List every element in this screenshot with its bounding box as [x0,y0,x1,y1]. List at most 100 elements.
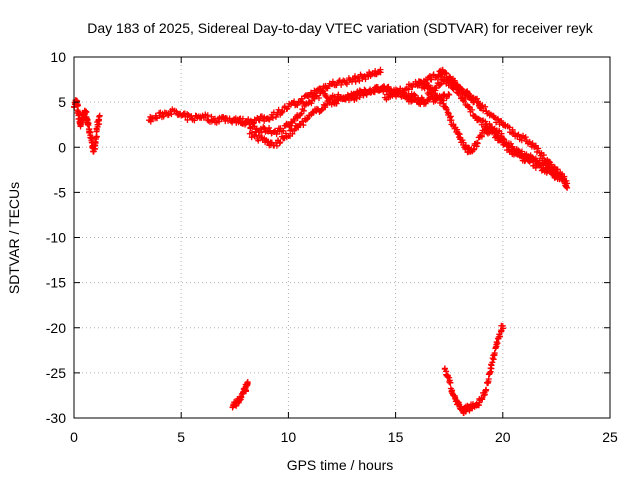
data-point [93,126,100,133]
data-point [352,78,359,85]
data-point [437,81,444,88]
data-point [548,166,555,173]
data-point [191,117,198,124]
y-tick-label: -15 [46,275,66,291]
data-point [250,120,257,127]
data-point [246,119,253,126]
data-point [356,77,363,84]
grid [74,57,610,418]
x-tick-label: 25 [602,429,618,445]
data-point [535,145,542,152]
data-point [419,96,426,103]
data-point [291,117,298,124]
x-tick-label: 15 [388,429,404,445]
data-point [487,368,494,375]
series-track-8 [229,379,251,411]
data-point [273,131,280,138]
data-point [446,91,453,98]
data-point [445,82,452,89]
data-point [472,113,479,120]
data-point [277,139,284,146]
data-point [564,184,571,191]
y-tick-label: 0 [58,139,66,155]
y-tick-label: 5 [58,94,66,110]
x-axis-label: GPS time / hours [287,457,394,473]
data-point [469,106,476,113]
data-point [439,97,446,104]
data-point [491,114,498,121]
data-point [359,89,366,96]
chart-title: Day 183 of 2025, Sidereal Day-to-day VTE… [87,20,593,36]
data-point [96,112,103,119]
data-point [474,140,481,147]
data-point [300,122,307,129]
data-point [482,387,489,394]
data-point [409,83,416,90]
y-tick-label: -5 [54,184,67,200]
data-point [445,91,452,98]
data-point [93,133,100,140]
data-point [269,114,276,121]
data-point [258,134,265,141]
data-point [95,116,102,123]
y-tick-label: 10 [50,49,66,65]
y-tick-label: -10 [46,230,66,246]
data-point [486,120,493,127]
data-point [560,177,567,184]
data-point [329,78,336,85]
data-point [160,113,167,120]
data-point [361,86,368,93]
data-point [563,182,570,189]
data-point [447,379,454,386]
data-point [394,90,401,97]
data-point [380,88,387,95]
data-point [353,95,360,102]
data-point [333,100,340,107]
axes: 0 5 10 15 20 25 -30 -25 -20 -15 -10 -5 0 5 10 [46,49,618,445]
data-point [496,333,503,340]
data-point [389,92,396,99]
data-point [529,140,536,147]
data-point [422,100,429,107]
data-point [377,69,384,76]
data-point [481,391,488,398]
y-tick-label: -20 [46,320,66,336]
data-point [448,81,455,88]
x-tick-label: 10 [281,429,297,445]
data-point [452,82,459,89]
data-point [291,126,298,133]
data-point [428,76,435,83]
data-series [71,66,571,417]
series-track-1 [71,97,103,155]
data-point [244,380,251,387]
data-point [429,94,436,101]
x-tick-label: 5 [177,429,185,445]
data-point [482,103,489,110]
data-point [273,142,280,149]
data-point [462,95,469,102]
data-point [275,106,282,113]
data-point [289,130,296,137]
data-point [204,112,211,119]
data-point [319,105,326,112]
data-point [420,97,427,104]
data-point [509,126,516,133]
data-point [446,77,453,84]
data-point [279,108,286,115]
data-point [509,143,516,150]
data-point [385,83,392,90]
data-point [499,322,506,329]
data-point [480,107,487,114]
data-point [540,152,547,159]
data-point [266,124,273,131]
y-tick-label: -30 [46,410,66,426]
data-point [491,350,498,357]
data-point [499,135,506,142]
data-point [168,111,175,118]
data-point [479,396,486,403]
series-track-9 [441,322,507,417]
data-point [495,116,502,123]
data-point [500,136,507,143]
